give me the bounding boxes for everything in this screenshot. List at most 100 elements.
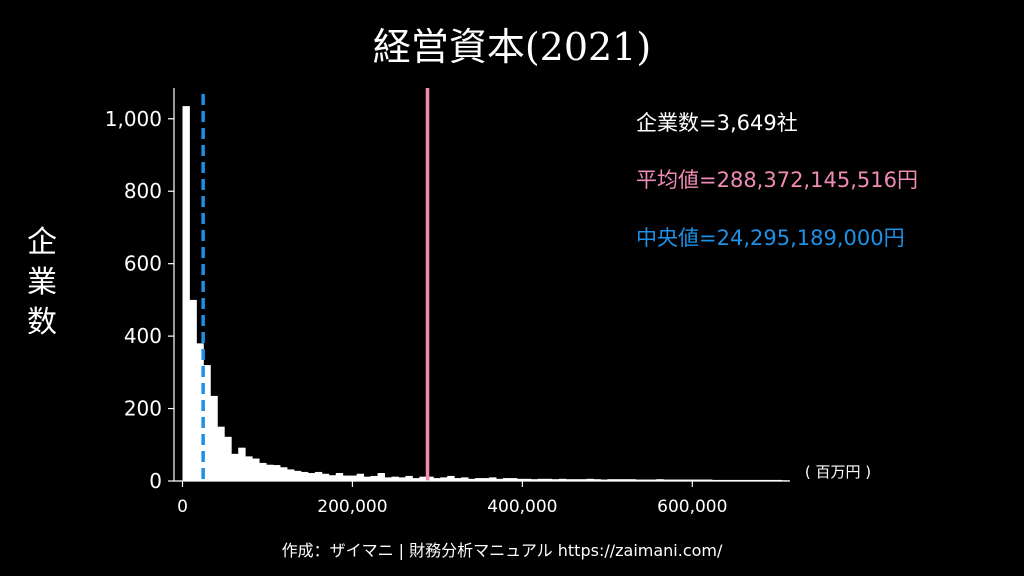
histogram-bar [273,465,281,481]
histogram-bar [405,475,413,481]
footer-credit: 作成：ザイマニ | 財務分析マニュアル https://zaimani.com/ [282,541,723,560]
histogram-bar [509,478,518,481]
histogram-bar [663,479,671,481]
histogram-bar [266,464,274,481]
y-tick-label: 800 [124,179,162,203]
histogram-bar [558,478,567,481]
histogram-bar [607,479,615,481]
histogram-bar [238,447,246,481]
histogram-bar [245,456,253,481]
histogram-bar [537,478,546,481]
x-tick-label: 400,000 [487,497,557,517]
chart-title: 経営資本(2021) [373,25,651,69]
histogram-bar [321,473,330,481]
histogram-bar [544,478,553,481]
histogram-bar [593,479,601,481]
x-axis-ticks: 0 200,000 400,000 600,000 [177,481,727,517]
histogram-bar [363,476,372,481]
histogram-bar [698,479,706,481]
histogram-bar [300,471,309,481]
x-axis-unit-label: ( 百万円 ) [805,463,871,481]
median-annotation: 中央値=24,295,189,000円 [636,226,905,250]
histogram-bar [454,478,462,481]
histogram-bar [391,476,399,481]
histogram-bar [565,479,574,481]
y-tick-label: 1,000 [105,107,162,131]
histogram-bar [691,479,699,481]
x-tick-label: 200,000 [317,497,387,517]
y-tick-label: 600 [124,252,162,276]
y-tick-label: 0 [149,469,162,493]
mean-annotation: 平均値=288,372,145,516円 [636,168,918,192]
histogram-bar [649,479,657,481]
y-tick-label: 400 [124,324,162,348]
histogram-bar [516,478,525,481]
histogram-bar [196,343,204,481]
histogram-bar [293,470,302,481]
x-tick-label: 0 [177,497,188,517]
histogram-bar [656,479,664,481]
reference-lines [201,88,430,481]
histogram-bar [280,467,288,481]
histogram-bar [349,475,358,481]
histogram-bar [642,479,650,481]
histogram-bar [684,479,692,481]
histogram-bar [461,477,469,481]
y-axis-label: 企業数 [27,225,57,340]
histogram-bar [287,469,295,481]
histogram-bar [600,479,608,481]
histogram-bar [328,475,337,481]
histogram-bar [614,479,622,481]
histogram-bar [377,473,385,481]
histogram-bar [210,395,218,481]
histogram-bar [586,478,594,481]
histogram-bar [482,478,490,481]
histogram-bar [551,479,560,481]
histogram-bar [579,479,587,481]
histogram-bar [496,478,504,481]
histogram-bar [384,477,392,481]
histogram-bar [217,426,225,481]
histogram-bar [203,365,211,481]
histogram-bar [335,473,344,481]
histogram-bar [412,478,420,481]
y-axis-label-char: 業 [27,265,57,300]
histogram-bar [670,479,678,481]
histogram-bar [426,476,434,481]
x-tick-label: 600,000 [657,497,727,517]
histogram-bar [370,475,378,481]
histogram-bar [231,453,239,481]
histogram-bar [635,479,643,481]
y-axis-ticks: 0 200 400 600 800 1,000 [105,107,174,493]
histogram-bar [475,478,483,481]
histogram-bar [447,475,455,481]
histogram-bar [502,478,511,481]
histogram-bar [314,471,323,481]
histogram-bar [677,479,685,481]
histogram-bar [523,478,532,481]
histogram-bar [307,473,316,481]
y-axis-label-char: 企 [27,225,57,260]
y-tick-label: 200 [124,397,162,421]
histogram-bar [398,477,406,481]
histogram-bar [252,458,260,481]
histogram-bar [189,299,197,481]
histogram-bar [489,477,497,481]
histogram-bars [182,106,790,481]
histogram-bar [468,478,476,481]
histogram-bar [419,476,427,481]
y-axis-label-char: 数 [27,305,57,340]
histogram-bar [356,473,365,481]
histogram-bar [433,478,441,481]
histogram-bar [224,436,232,481]
histogram-bar [572,479,581,481]
histogram-bar [530,479,539,481]
histogram-bar [628,479,636,481]
histogram-bar [259,462,267,481]
count-annotation: 企業数=3,649社 [636,111,798,135]
histogram-bar [705,479,713,481]
histogram-bar [182,106,190,481]
histogram-bar [621,479,629,481]
histogram-bar [342,475,351,481]
